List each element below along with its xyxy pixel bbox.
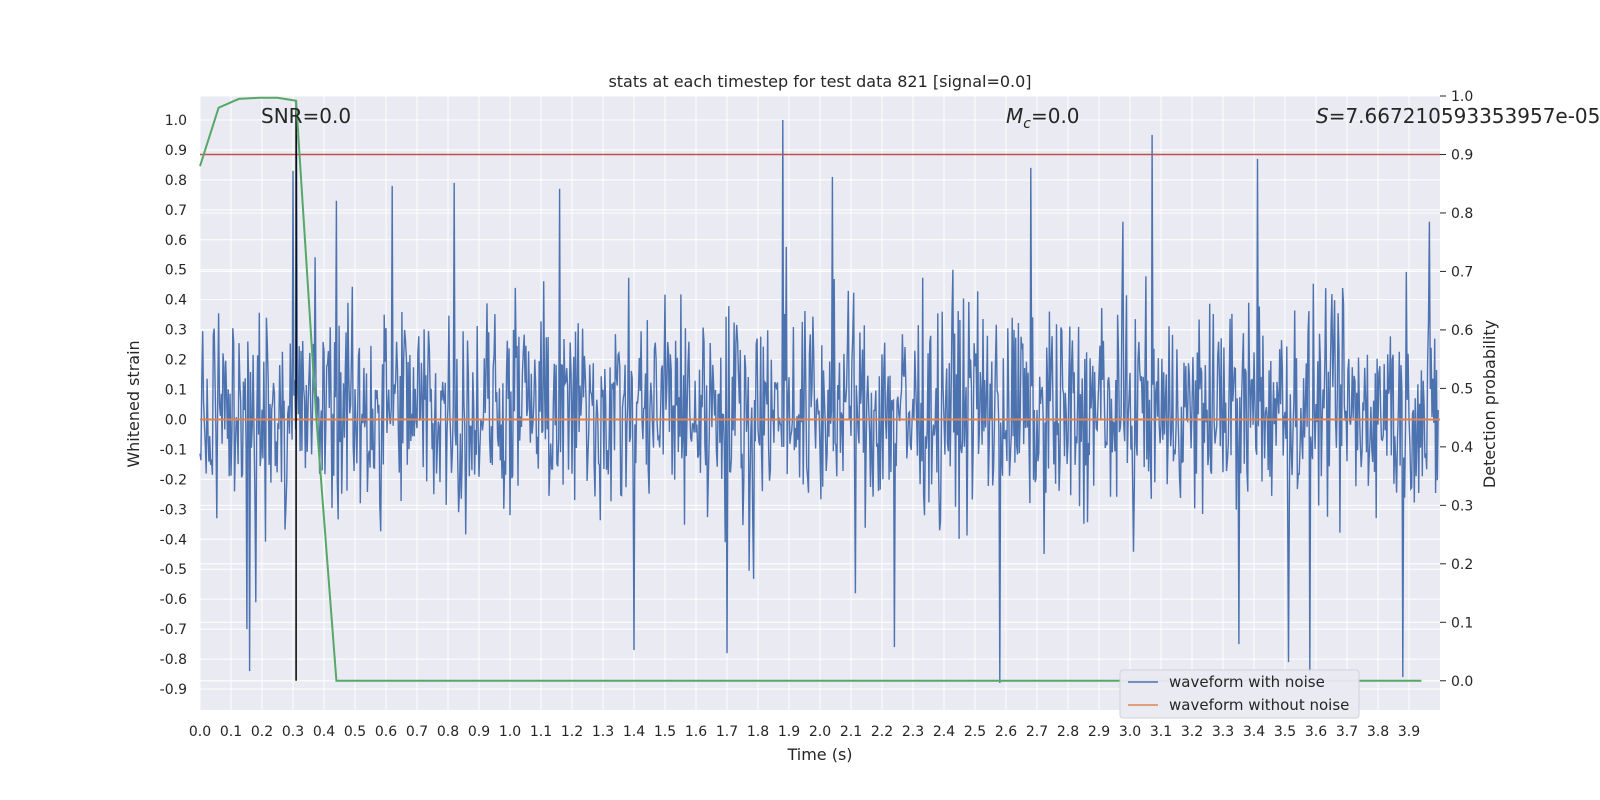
x-tick-label: 2.5 [964, 724, 986, 740]
x-tick-label: 1.6 [685, 724, 707, 740]
s-symbol: S [1316, 104, 1329, 128]
y-tick-label: -0.5 [160, 562, 187, 578]
x-tick-label: 2.6 [995, 724, 1017, 740]
y2-tick-label: 0.7 [1451, 264, 1473, 280]
x-tick-label: 0.2 [251, 724, 273, 740]
y-tick-label: -0.2 [160, 472, 187, 488]
mc-value: =0.0 [1031, 104, 1080, 128]
y2-tick-label: 0.9 [1451, 147, 1473, 163]
y2-tick-label: 0.6 [1451, 323, 1473, 339]
y-tick-label: 0.6 [165, 233, 187, 249]
x-tick-label: 3.0 [1119, 724, 1141, 740]
snr-annotation: SNR=0.0 [261, 104, 351, 128]
x-tick-label: 2.9 [1088, 724, 1110, 740]
y-tick-label: 0.4 [165, 293, 187, 309]
x-tick-label: 1.9 [778, 724, 800, 740]
x-tick-label: 1.4 [623, 724, 645, 740]
y2-tick-label: 0.3 [1451, 498, 1473, 514]
y-tick-label: -0.6 [160, 592, 187, 608]
y-tick-label: 0.3 [165, 323, 187, 339]
x-tick-label: 1.1 [530, 724, 552, 740]
detection-probability-line [199, 96, 1422, 682]
y2-tick-label: 0.5 [1451, 381, 1473, 397]
y-tick-label: -0.4 [160, 532, 187, 548]
s-value: =7.667210593353957e-05 [1329, 104, 1600, 128]
x-tick-label: 0.3 [282, 724, 304, 740]
mc-symbol: M [1006, 104, 1023, 128]
x-tick-label: 1.7 [716, 724, 738, 740]
x-tick-label: 3.4 [1243, 724, 1265, 740]
x-tick-label: 2.1 [840, 724, 862, 740]
y-tick-label: 0.2 [165, 353, 187, 369]
x-tick-label: 2.7 [1026, 724, 1048, 740]
x-axis-label: Time (s) [786, 745, 852, 764]
noise-series [199, 119, 1439, 684]
x-tick-label: 0.1 [220, 724, 242, 740]
x-tick-label: 1.5 [654, 724, 676, 740]
mc-annotation: Mc=0.0 [1006, 104, 1080, 132]
overlay-lines [199, 96, 1440, 682]
x-tick-label: 0.9 [468, 724, 490, 740]
legend-label-noise: waveform with noise [1169, 673, 1325, 691]
x-tick-label: 0.8 [437, 724, 459, 740]
y-tick-label: 1.0 [165, 113, 187, 129]
y-tick-label: -0.3 [160, 502, 187, 518]
legend: waveform with noise waveform without noi… [1119, 669, 1360, 719]
y2-tick-label: 0.0 [1451, 674, 1473, 690]
x-tick-label: 0.5 [344, 724, 366, 740]
x-tick-label: 3.6 [1305, 724, 1327, 740]
y2-tick-label: 0.1 [1451, 615, 1473, 631]
y2-tick-label: 0.8 [1451, 206, 1473, 222]
y2-axis-label: Detection probability [1480, 320, 1499, 488]
y-tick-label: -0.7 [160, 622, 187, 638]
x-tick-label: 3.1 [1150, 724, 1172, 740]
chart-title: stats at each timestep for test data 821… [608, 72, 1031, 91]
s-annotation: S=7.667210593353957e-05 [1316, 104, 1600, 128]
x-tick-label: 3.3 [1212, 724, 1234, 740]
x-tick-label: 2.4 [933, 724, 955, 740]
x-tick-label: 2.8 [1057, 724, 1079, 740]
y-tick-label: 0.5 [165, 263, 187, 279]
x-tick-label: 1.3 [592, 724, 614, 740]
x-tick-label: 3.7 [1336, 724, 1358, 740]
x-tick-label: 0.0 [189, 724, 211, 740]
y-tick-label: 0.1 [165, 383, 187, 399]
x-tick-label: 1.0 [499, 724, 521, 740]
mc-subscript: c [1023, 116, 1031, 132]
y-tick-label: 0.9 [165, 143, 187, 159]
x-tick-label: 1.8 [747, 724, 769, 740]
x-tick-label: 2.2 [871, 724, 893, 740]
x-tick-label: 2.0 [809, 724, 831, 740]
x-tick-label: 0.7 [406, 724, 428, 740]
y-axis-label: Whitened strain [124, 340, 143, 467]
noisy-waveform-line [199, 119, 1439, 684]
y2-tick-label: 0.2 [1451, 557, 1473, 573]
x-tick-label: 1.2 [561, 724, 583, 740]
y-tick-label: 0.0 [165, 412, 187, 428]
y-tick-label: -0.1 [160, 442, 187, 458]
grid [199, 95, 1440, 710]
y2-tick-label: 1.0 [1451, 89, 1473, 105]
axes: 0.0 0.1 0.2 0.3 0.4 0.5 0.6 0.7 0.8 0.9 1.0 1.1 1.2 1… [160, 89, 1474, 740]
legend-label-clean: waveform without noise [1169, 696, 1349, 714]
x-tick-label: 3.8 [1367, 724, 1389, 740]
x-tick-label: 3.9 [1398, 724, 1420, 740]
x-tick-label: 3.5 [1274, 724, 1296, 740]
legend-box [1119, 669, 1360, 719]
y2-tick-label: 0.4 [1451, 440, 1473, 456]
y-tick-label: 0.8 [165, 173, 187, 189]
x-tick-label: 3.2 [1181, 724, 1203, 740]
x-tick-label: 0.4 [313, 724, 335, 740]
x-tick-label: 2.3 [902, 724, 924, 740]
y-tick-label: 0.7 [165, 203, 187, 219]
x-tick-label: 0.6 [375, 724, 397, 740]
y-tick-label: -0.8 [160, 652, 187, 668]
y-tick-label: -0.9 [160, 682, 187, 698]
